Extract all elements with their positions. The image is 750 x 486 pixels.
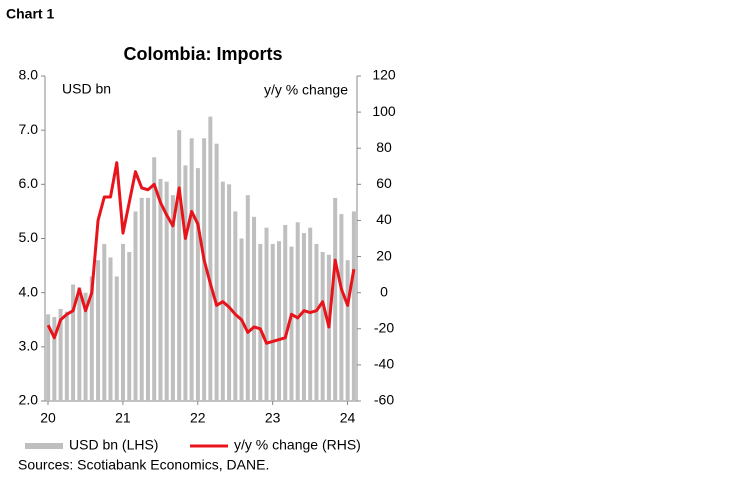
line [46,161,356,345]
bar [183,165,188,401]
y-tick-label: 7.0 [19,121,39,137]
bar [152,157,157,401]
bar [351,211,356,401]
bar [46,314,51,401]
y-tick-label: 2.0 [19,392,39,408]
bar [227,184,232,401]
y2-tick-label: -20 [374,319,394,335]
bar [64,311,69,401]
bar [52,317,57,401]
bar [202,138,207,401]
bar [295,222,300,401]
bar [264,227,269,401]
bar [102,243,107,401]
bar [314,243,319,401]
bar [301,233,306,401]
bar [333,197,338,401]
y-tick-label: 4.0 [19,283,39,299]
bar [233,211,238,401]
bar [245,195,250,401]
x-tick-label: 23 [265,410,281,426]
y2-axis-label: y/y % change [264,82,348,98]
bar [345,260,350,401]
y-tick-label: 5.0 [19,229,39,245]
y2-tick-label: 60 [376,175,392,191]
y2-tick-label: 120 [372,67,396,83]
bar [108,257,113,401]
bar [158,178,163,401]
bar [320,252,325,401]
x-tick-label: 24 [340,410,356,426]
source: Sources: Scotiabank Economics, DANE. [18,457,269,473]
bar [308,227,313,401]
bar [220,181,225,401]
bar [289,246,294,401]
y2-tick-label: -40 [374,356,394,372]
bar [339,214,344,401]
x-tick-label: 22 [190,410,206,426]
bar [214,143,219,402]
bar [195,168,200,401]
y2-tick-label: -60 [374,392,394,408]
bar [277,241,281,401]
bar [133,211,138,401]
bar [96,260,101,401]
bar [77,287,82,401]
y2-tick-label: 20 [376,247,392,263]
bar [270,243,275,401]
x-tick-label: 21 [115,410,131,426]
bar [83,292,88,401]
bar [177,130,182,401]
bar [258,243,263,401]
y2-tick-label: 40 [376,211,392,227]
bar [71,284,76,401]
y2-tick-label: 100 [372,103,396,119]
y-axis-label: USD bn [62,81,111,97]
bar [208,116,213,401]
bar [283,224,288,401]
bar [58,308,63,401]
y-tick-label: 3.0 [19,338,39,354]
bar [139,197,144,401]
bar [164,181,169,401]
bar [252,216,257,401]
bar [145,197,150,401]
y-tick-label: 6.0 [19,175,39,191]
bar [127,252,132,401]
chart-title: Colombia: Imports [123,44,282,64]
bar [114,276,119,401]
bar [121,243,125,401]
y2-tick-label: 0 [380,283,388,299]
y2-tick-label: 80 [376,139,392,155]
chart-label: Chart 1 [6,6,54,22]
legend-label: y/y % change (RHS) [234,437,361,453]
x-tick-label: 20 [40,410,56,426]
bar [170,195,175,401]
bar [89,276,94,401]
legend-label: USD bn (LHS) [69,437,158,453]
bar [189,138,194,401]
y-tick-label: 8.0 [19,67,39,83]
